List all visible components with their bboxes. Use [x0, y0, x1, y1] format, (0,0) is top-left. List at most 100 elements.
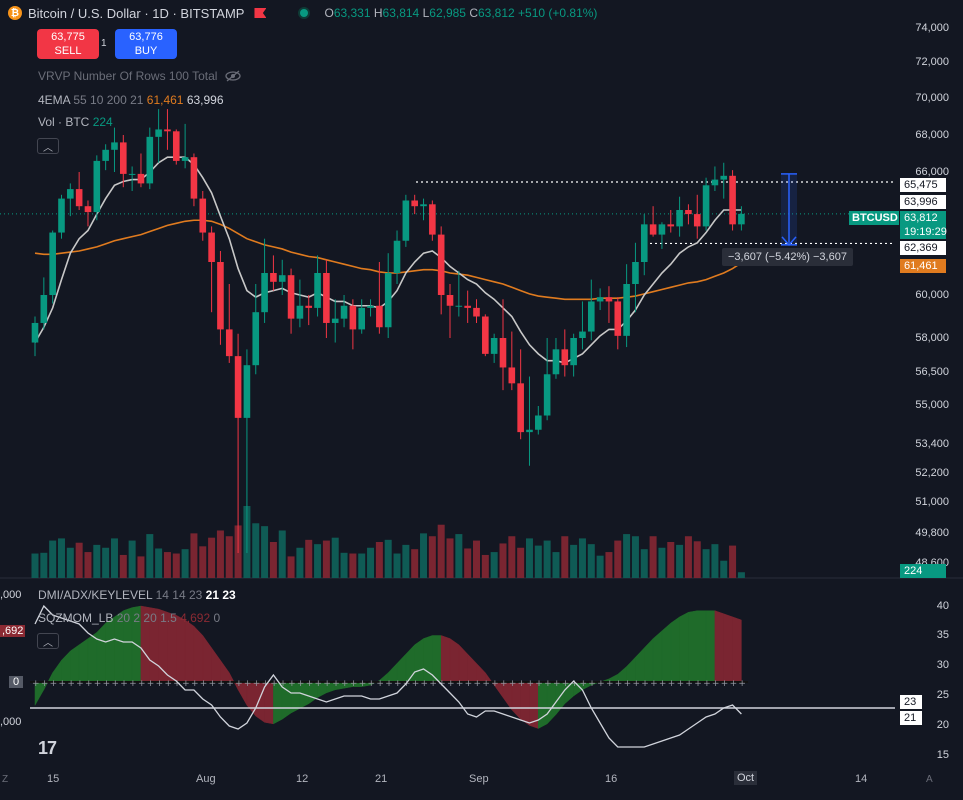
volume-bar	[199, 546, 207, 578]
candle-body	[208, 232, 215, 262]
volume-bar	[367, 547, 375, 578]
squeeze-dot: +	[491, 679, 499, 689]
price-axis-label: 60,000	[915, 289, 949, 301]
flag-icon[interactable]	[254, 8, 267, 18]
lower-axis-label: 20	[936, 719, 949, 731]
volume-legend[interactable]: Vol · BTC 224	[38, 115, 113, 129]
momentum-area	[644, 637, 654, 683]
squeeze-dot: +	[103, 679, 111, 689]
squeeze-dot: +	[279, 679, 287, 689]
lower-axis-label: 15	[936, 749, 949, 761]
volume-bar	[552, 552, 560, 578]
dmi-name: DMI/ADX/KEYLEVEL	[38, 588, 153, 602]
squeeze-dot: +	[615, 679, 623, 689]
dmi-tag-b: 21	[900, 711, 922, 725]
volume-bar	[287, 556, 295, 578]
candle-body	[146, 136, 154, 184]
timezone-icon[interactable]: Z	[2, 774, 9, 785]
momentum-area	[61, 650, 71, 683]
symbol-title[interactable]: Bitcoin / U.S. Dollar · 1D · BITSTAMP	[28, 5, 245, 21]
auto-scale-button[interactable]: A	[926, 774, 933, 785]
volume-bar	[358, 553, 366, 578]
momentum-area	[70, 644, 80, 683]
price-axis-label: 70,000	[915, 92, 949, 104]
momentum-area	[458, 644, 468, 683]
volume-bar	[119, 554, 127, 578]
dmi-value-1: 21	[205, 588, 220, 602]
eye-hidden-icon[interactable]	[225, 70, 242, 82]
squeeze-dot: +	[632, 679, 640, 689]
sell-button[interactable]: 63,775 SELL	[37, 29, 99, 59]
squeeze-dot: +	[685, 679, 693, 689]
dmi-value-2: 23	[222, 588, 236, 602]
collapse-lower-legend-button[interactable]: ︿	[37, 633, 59, 649]
volume-bar	[570, 544, 578, 578]
volume-bar	[684, 536, 692, 578]
momentum-area	[449, 638, 460, 683]
squeeze-dot: +	[412, 679, 420, 689]
candle-body	[552, 349, 560, 375]
candle-body	[367, 305, 374, 308]
volume-bar	[517, 547, 525, 578]
squeeze-dot: +	[385, 679, 393, 689]
squeeze-dot: +	[730, 679, 738, 689]
dmi-params: 14 14 23	[155, 588, 203, 602]
volume-bar	[605, 552, 613, 578]
momentum-area	[211, 647, 221, 683]
candle-body	[84, 206, 92, 213]
sqz-legend[interactable]: SQZMOM_LB 20 2 20 1.5 4,692 0	[38, 611, 220, 625]
candle-body	[67, 189, 74, 199]
price-axis-label: 49,800	[915, 527, 949, 539]
candle-body	[49, 232, 56, 295]
symbol-header[interactable]: ₿ Bitcoin / U.S. Dollar · 1D · BITSTAMP …	[8, 4, 597, 22]
candle-body	[58, 198, 65, 233]
volume-bar	[261, 526, 269, 578]
volume-bar	[384, 539, 392, 578]
candle-body	[605, 297, 613, 302]
momentum-area	[176, 614, 186, 683]
tradingview-logo[interactable]: 17	[38, 738, 57, 758]
high-line-tag: 65,475	[900, 178, 946, 192]
squeeze-dot: +	[641, 679, 649, 689]
last-price-tag: 63,812 19:19:29	[900, 211, 947, 239]
candle-body	[252, 312, 260, 366]
momentum-area	[652, 630, 663, 683]
dmi-legend[interactable]: DMI/ADX/KEYLEVEL 14 14 23 21 23	[38, 588, 236, 602]
price-axis-label: 68,000	[915, 129, 949, 141]
dmi-tag-a: 23	[900, 695, 922, 709]
squeeze-dot: +	[323, 679, 331, 689]
volume-bar	[340, 552, 348, 578]
volume-bar	[40, 552, 48, 578]
volume-bar	[631, 536, 639, 578]
candle-body	[455, 305, 463, 307]
momentum-area	[96, 622, 106, 683]
volume-bar	[31, 553, 39, 578]
last-price: 63,812	[904, 212, 938, 224]
squeeze-dot: +	[535, 679, 543, 689]
vrvp-label: VRVP Number Of Rows 100 Total	[38, 69, 218, 83]
time-axis-label: 15	[47, 773, 60, 785]
squeeze-dot: +	[288, 679, 296, 689]
candle-body	[393, 240, 401, 273]
squeeze-dot: +	[85, 679, 93, 689]
collapse-legend-button[interactable]: ︿	[37, 138, 59, 154]
candle-body	[614, 301, 622, 336]
candle-body	[473, 307, 480, 317]
momentum-area	[714, 610, 724, 683]
candle-body	[596, 297, 604, 302]
squeeze-dot: +	[67, 679, 75, 689]
volume-value: 224	[92, 115, 113, 129]
lower-axis-label: 35	[936, 629, 949, 641]
lower-axis-label: 25	[936, 689, 949, 701]
momentum-area	[193, 625, 204, 683]
squeeze-dot: +	[509, 679, 517, 689]
bitcoin-icon: ₿	[8, 6, 22, 20]
candle-body	[543, 374, 551, 416]
vrvp-legend[interactable]: VRVP Number Of Rows 100 Total	[38, 69, 242, 83]
buy-button[interactable]: 63,776 BUY	[115, 29, 177, 59]
ema-legend[interactable]: 4EMA 55 10 200 21 61,461 63,996	[38, 93, 224, 107]
volume-bar	[155, 548, 163, 578]
candle-body	[199, 198, 207, 233]
volume-bar	[693, 541, 701, 578]
